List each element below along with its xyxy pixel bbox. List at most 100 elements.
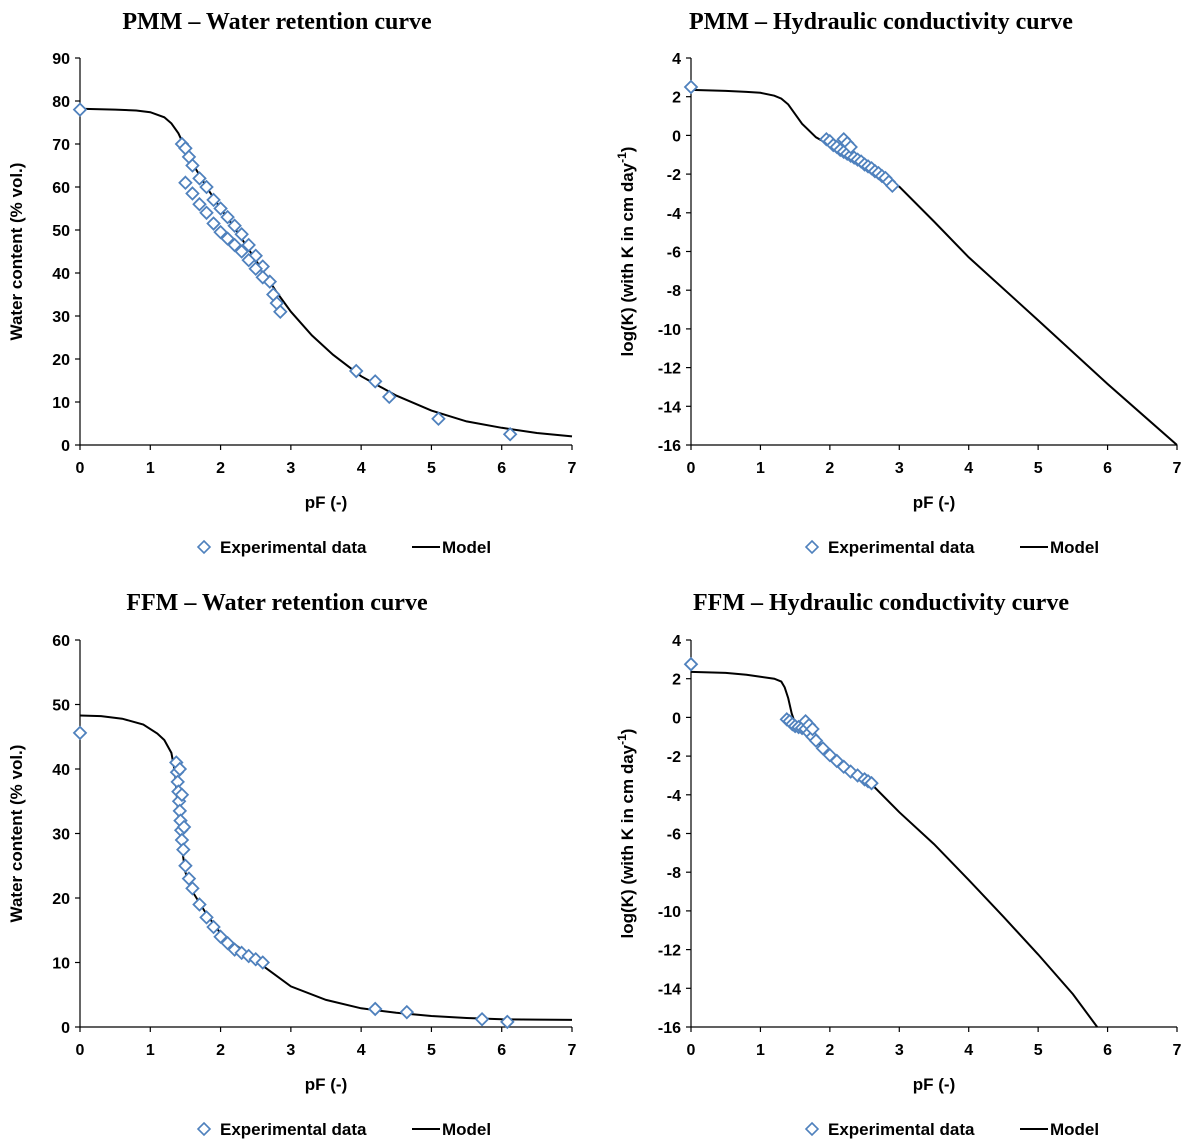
y-tick-label: 0 [672, 710, 681, 727]
y-tick-label: 80 [52, 94, 70, 111]
y-tick-label: 10 [52, 395, 70, 412]
data-point [241, 948, 256, 964]
chart-panel-pmm-retention: PMM – Water retention curve 0 10 20 30 40 50 60… [0, 0, 590, 570]
x-tick-label: 5 [427, 460, 436, 477]
y-tick-label: -6 [667, 827, 681, 844]
data-point [174, 787, 190, 803]
legend-label-model: Model [1050, 1120, 1099, 1139]
y-tick-label: 50 [52, 698, 70, 715]
y-tick-label: -12 [658, 361, 681, 378]
data-point [227, 237, 242, 253]
chart-panel-ffm-conductivity: FFM – Hydraulic conductivity curve -16 -14… [594, 572, 1184, 1142]
y-tick-label: 60 [52, 180, 70, 197]
y-tick-label: 50 [52, 223, 70, 240]
data-point [850, 768, 865, 783]
data-point [199, 205, 214, 221]
data-point [192, 897, 207, 912]
data-point [199, 910, 214, 925]
chart-svg-pmm-retention: PMM – Water retention curve0102030405060… [7, 9, 577, 557]
data-point [220, 231, 235, 246]
data-point [199, 179, 214, 195]
chart-svg-ffm-conductivity: FFM – Hydraulic conductivity curve -16 -14… [615, 590, 1182, 1139]
x-tick-label: 2 [825, 460, 834, 477]
x-tick-label: 3 [895, 1042, 904, 1059]
x-tick-label: 4 [357, 1042, 366, 1059]
y-tick-label: 60 [52, 633, 70, 650]
data-point [192, 196, 207, 212]
x-tick-label: 0 [76, 460, 85, 477]
data-point [399, 1004, 415, 1020]
data-point [241, 252, 256, 268]
model-line [690, 88, 1178, 446]
x-tick-label: 0 [687, 460, 696, 477]
legend-label-experimental: Experimental data [220, 538, 367, 557]
data-point [185, 881, 200, 896]
data-point [220, 209, 235, 225]
x-tick-label: 5 [427, 1042, 436, 1059]
x-tick-label: 4 [964, 460, 973, 477]
y-tick-label: -14 [658, 399, 681, 416]
x-tick-label: 5 [1034, 460, 1043, 477]
y-tick-label: -12 [658, 943, 681, 960]
y-tick-label: 40 [52, 762, 70, 779]
data-point [213, 224, 228, 240]
y-tick-label: -14 [658, 981, 681, 998]
data-point [227, 218, 242, 233]
y-tick-label: 40 [52, 266, 70, 283]
y-tick-label: -16 [658, 438, 681, 455]
y-axis-label: log(K) (with K in cm day-1) [615, 729, 637, 939]
y-tick-label: -10 [658, 904, 681, 921]
data-point [500, 1014, 515, 1030]
x-tick-label: 3 [895, 460, 904, 477]
y-tick-label: 20 [52, 891, 70, 908]
x-tick-label: 7 [1173, 460, 1182, 477]
data-point [431, 411, 446, 427]
data-point [213, 929, 228, 944]
data-point [367, 1001, 383, 1017]
x-tick-label: 6 [1103, 460, 1112, 477]
data-point [815, 741, 831, 756]
data-point [185, 186, 200, 201]
data-point [683, 656, 699, 672]
data-point [885, 178, 900, 193]
y-axis-label: Water content (% vol.) [7, 163, 26, 341]
data-point [185, 158, 200, 173]
chart-title: PMM – Hydraulic conductivity curve [689, 9, 1073, 35]
x-axis-label: pF (-) [305, 493, 347, 512]
legend-label-experimental: Experimental data [828, 538, 975, 557]
data-point [805, 721, 820, 737]
x-axis-label: pF (-) [913, 493, 955, 512]
data-point [206, 919, 221, 935]
y-tick-label: -6 [667, 245, 681, 262]
y-tick-label: 30 [52, 309, 70, 326]
legend-label-model: Model [442, 1120, 491, 1139]
y-tick-label: 30 [52, 827, 70, 844]
x-tick-label: 6 [497, 460, 506, 477]
model-line [690, 670, 1099, 1028]
y-tick-label: -10 [658, 322, 681, 339]
x-tick-label: 1 [756, 460, 765, 477]
legend-marker-experimental [804, 539, 820, 555]
chart-title: FFM – Hydraulic conductivity curve [693, 590, 1069, 616]
x-tick-label: 4 [964, 1042, 973, 1059]
y-tick-label: 0 [61, 438, 70, 455]
legend-label-experimental: Experimental data [828, 1120, 975, 1139]
data-point [248, 261, 263, 276]
y-tick-label: 4 [672, 633, 681, 650]
y-tick-label: 70 [52, 137, 70, 154]
data-point [176, 819, 192, 835]
y-tick-label: -8 [667, 283, 681, 300]
data-point [864, 775, 879, 791]
chart-panel-pmm-conductivity: PMM – Hydraulic conductivity curve -16 -14… [594, 0, 1184, 570]
legend-marker-experimental [804, 1121, 820, 1137]
x-tick-label: 2 [216, 460, 225, 477]
data-point [72, 725, 88, 741]
legend-label-experimental: Experimental data [220, 1120, 367, 1139]
x-tick-label: 7 [1173, 1042, 1182, 1059]
y-tick-label: -2 [667, 749, 681, 766]
data-point [234, 227, 249, 242]
y-axis-label: log(K) (with K in cm day-1) [615, 147, 637, 357]
legend-label-model: Model [1050, 538, 1099, 557]
x-axis-label: pF (-) [913, 1075, 955, 1094]
data-point [474, 1011, 490, 1027]
